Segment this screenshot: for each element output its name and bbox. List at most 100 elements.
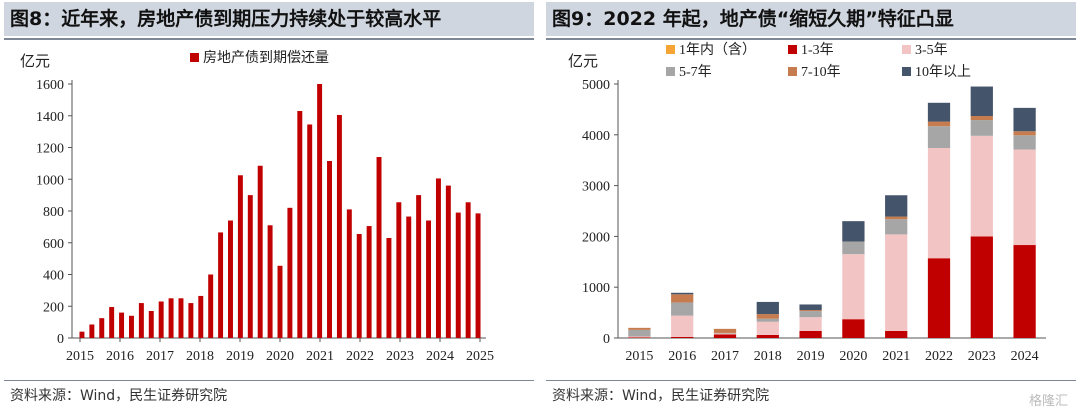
left-bar [158, 301, 164, 338]
right-stack-segment [799, 317, 822, 331]
right-stack-segment [671, 302, 694, 316]
left-bar [317, 84, 323, 338]
right-x-tick-label: 2023 [968, 349, 996, 364]
left-x-tick-label: 2023 [386, 349, 414, 364]
right-legend-swatch [788, 45, 797, 54]
left-y-tick-label: 1000 [36, 173, 64, 188]
left-bar [356, 234, 362, 338]
right-stacked-bar-chart: 亿元 0 1000 2000 3000 4000 5000 2015 2016 2017 2018 2… [568, 42, 1046, 364]
left-bar [435, 178, 441, 338]
right-stack-segment [970, 116, 993, 121]
right-legend-label: 10年以上 [915, 64, 971, 80]
left-x-tick-label: 2021 [306, 349, 334, 364]
right-stack-segment [713, 332, 737, 334]
left-y-axis-unit: 亿元 [20, 53, 50, 70]
right-stack-segment [885, 234, 908, 331]
left-y-tick-label: 0 [57, 332, 64, 347]
right-legend-label: 1-3年 [801, 42, 834, 58]
right-legend-swatch [666, 45, 675, 54]
left-y-tick-label: 1200 [36, 142, 64, 157]
left-bar [287, 207, 293, 338]
right-stack-segment [1013, 149, 1036, 246]
right-stack-segment [1013, 107, 1036, 132]
right-stack-segment [885, 195, 908, 217]
left-bar [307, 124, 313, 338]
right-x-tick-label: 2017 [711, 349, 739, 364]
left-x-tick-label: 2018 [186, 349, 214, 364]
right-stack-segment [799, 310, 822, 312]
right-y-tick-label: 2000 [582, 230, 610, 245]
left-x-tick-label: 2016 [106, 349, 134, 364]
right-top-rule [546, 38, 1076, 40]
left-bar [455, 212, 461, 338]
left-y-tick-label: 200 [43, 300, 64, 315]
left-bar [406, 216, 412, 338]
left-bar [336, 114, 342, 338]
left-bar [475, 213, 481, 338]
left-y-tick-label: 400 [43, 269, 64, 284]
watermark-text: 格隆汇 [1028, 394, 1068, 409]
right-stack-segment [671, 292, 694, 295]
left-bar [376, 157, 382, 338]
right-source-note: 资料来源：Wind，民生证券研究院 [552, 388, 770, 404]
right-stack-segment [756, 314, 779, 319]
left-bar [178, 298, 184, 338]
right-stack-segment [713, 328, 737, 333]
left-legend-swatch [190, 53, 199, 62]
right-legend-swatch [902, 67, 911, 76]
right-stack-segment [671, 315, 694, 337]
left-bar [426, 220, 432, 338]
right-x-tick-label: 2018 [754, 349, 782, 364]
right-stack-segment [970, 236, 993, 338]
left-y-tick-label: 800 [43, 205, 64, 220]
left-bar [218, 232, 224, 338]
left-bar [188, 303, 194, 338]
right-stack-segment [1013, 135, 1036, 150]
left-bar [99, 318, 105, 338]
left-x-tick-label: 2017 [146, 349, 174, 364]
right-stack-segment [799, 330, 822, 338]
right-stack-segment [628, 336, 651, 338]
left-bar [109, 307, 115, 338]
left-legend-label: 房地产债到期偿还量 [203, 50, 329, 66]
right-stack-segment [970, 120, 993, 136]
right-stack-segment [628, 337, 651, 338]
right-stack-segment [842, 319, 865, 338]
right-x-tick-label: 2019 [797, 349, 825, 364]
right-stack-segment [927, 121, 951, 127]
right-stack-segment [628, 327, 651, 330]
left-x-tick-label: 2022 [346, 349, 374, 364]
right-stack-segment [970, 86, 993, 117]
left-bottom-rule [4, 380, 534, 381]
right-stack-segment [927, 258, 951, 338]
left-bar [257, 165, 263, 338]
right-stack-segment [713, 334, 737, 338]
left-bar [327, 160, 332, 338]
right-stack-segment [885, 216, 908, 220]
right-y-tick-label: 4000 [582, 129, 610, 144]
left-bar [416, 195, 422, 338]
right-x-tick-label: 2016 [668, 349, 696, 364]
left-y-tick-label: 1600 [36, 78, 64, 93]
left-bar [119, 312, 125, 338]
left-x-tick-label: 2024 [426, 349, 454, 364]
left-top-rule [4, 38, 534, 40]
right-legend-swatch [788, 67, 797, 76]
right-y-tick-label: 5000 [582, 78, 610, 93]
left-bar [346, 209, 352, 338]
right-stack-segment [842, 254, 865, 320]
left-bar [138, 303, 144, 338]
right-legend-swatch [902, 45, 911, 54]
left-bar [366, 226, 372, 338]
right-stack-segment [927, 148, 951, 259]
right-stack-segment [842, 241, 865, 255]
right-y-tick-label: 3000 [582, 180, 610, 195]
left-x-tick-label: 2019 [226, 349, 254, 364]
right-legend-label: 3-5年 [915, 42, 948, 58]
right-stack-segment [628, 329, 651, 337]
right-y-tick-label: 0 [603, 332, 610, 347]
left-bar [247, 195, 253, 338]
right-stack-segment [970, 135, 993, 237]
right-stack-segment [885, 330, 908, 338]
left-bar [267, 225, 273, 338]
